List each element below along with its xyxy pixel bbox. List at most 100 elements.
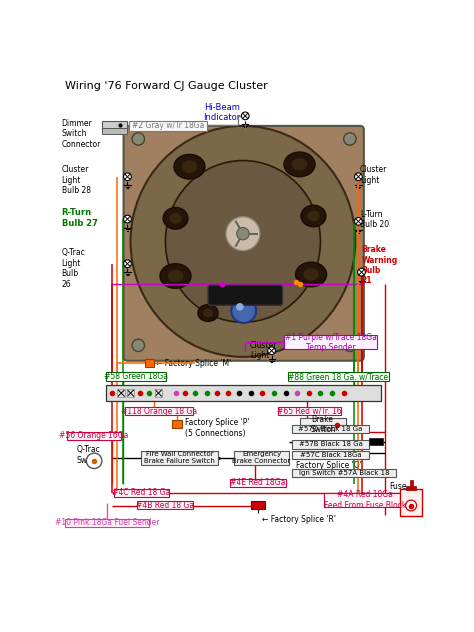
Bar: [284, 336, 377, 349]
Text: Brake
Warning
Bulb
21: Brake Warning Bulb 21: [362, 245, 398, 286]
Ellipse shape: [203, 309, 213, 317]
Circle shape: [132, 339, 145, 351]
Circle shape: [355, 173, 362, 181]
Bar: [234, 451, 290, 465]
Bar: [230, 478, 285, 487]
Bar: [278, 407, 341, 415]
Circle shape: [344, 133, 356, 145]
Bar: [145, 359, 154, 367]
FancyBboxPatch shape: [208, 285, 283, 305]
Ellipse shape: [292, 158, 307, 171]
Text: #2 Gray w/Tr 18Ga: #2 Gray w/Tr 18Ga: [132, 121, 204, 130]
Ellipse shape: [284, 152, 315, 177]
Bar: [137, 501, 192, 509]
Bar: [292, 468, 396, 477]
Bar: [118, 389, 125, 397]
Circle shape: [132, 133, 145, 145]
Circle shape: [237, 228, 249, 240]
Text: #57C Black 18Ga: #57C Black 18Ga: [300, 452, 361, 458]
Circle shape: [124, 173, 131, 181]
Bar: [127, 389, 135, 397]
Text: #58 Green 18Ga: #58 Green 18Ga: [104, 372, 168, 381]
Text: Cluster
Light
Bulb 28: Cluster Light Bulb 28: [62, 165, 91, 195]
Circle shape: [86, 453, 102, 468]
Bar: [292, 425, 369, 433]
Bar: [113, 489, 169, 497]
Text: Factory Splice 'P'
(5 Connections): Factory Splice 'P' (5 Connections): [185, 418, 249, 438]
Text: Brake
Switch: Brake Switch: [310, 415, 336, 434]
Bar: [292, 451, 369, 459]
Text: Emergency
Brake Connector: Emergency Brake Connector: [232, 451, 291, 465]
Text: #65 Red w/Tr. 16: #65 Red w/Tr. 16: [277, 406, 342, 416]
Bar: [106, 386, 381, 401]
Ellipse shape: [130, 126, 356, 357]
Circle shape: [124, 216, 131, 223]
Bar: [172, 420, 182, 428]
Text: #56 Orange 16Ga: #56 Orange 16Ga: [59, 431, 129, 441]
Circle shape: [124, 260, 131, 267]
Bar: [400, 489, 422, 516]
Text: Wiring '76 Forward CJ Gauge Cluster: Wiring '76 Forward CJ Gauge Cluster: [65, 82, 268, 91]
Text: #88 Green 18 Ga. w/Trace: #88 Green 18 Ga. w/Trace: [288, 372, 388, 381]
Ellipse shape: [307, 210, 319, 221]
Circle shape: [268, 347, 275, 355]
Bar: [125, 407, 193, 415]
Bar: [288, 372, 389, 380]
Bar: [141, 451, 218, 465]
Circle shape: [226, 217, 260, 251]
Text: Ign Switch #57A Black 18: Ign Switch #57A Black 18: [299, 470, 389, 476]
Text: #10 Pink 18Ga Fuel Sender: #10 Pink 18Ga Fuel Sender: [55, 518, 160, 527]
Text: Dimmer
Switch
Connector: Dimmer Switch Connector: [62, 119, 101, 149]
Text: Cluster
Light: Cluster Light: [250, 341, 277, 360]
Text: R-Turn
Bulb 27: R-Turn Bulb 27: [62, 209, 98, 228]
Text: #118 Orange 18 Ga: #118 Orange 18 Ga: [121, 406, 197, 416]
Circle shape: [231, 298, 256, 323]
Ellipse shape: [182, 161, 197, 173]
Circle shape: [236, 303, 244, 311]
Bar: [251, 501, 265, 509]
Text: #1 Purple w/Trace 18Ga
Temp Sender: #1 Purple w/Trace 18Ga Temp Sender: [284, 332, 376, 352]
Text: #4C Red 18 Ga: #4C Red 18 Ga: [112, 489, 171, 497]
Circle shape: [344, 339, 356, 351]
Text: #4E Red 18Ga: #4E Red 18Ga: [230, 478, 285, 487]
Ellipse shape: [165, 161, 320, 322]
Circle shape: [241, 112, 249, 119]
Text: #57B Black 18 Ga: #57B Black 18 Ga: [299, 441, 363, 447]
Text: L-Turn
Bulb 20: L-Turn Bulb 20: [360, 210, 389, 229]
Text: #4B Red 18 Ga: #4B Red 18 Ga: [136, 501, 194, 509]
Bar: [369, 438, 383, 446]
Ellipse shape: [296, 262, 327, 287]
Circle shape: [355, 217, 362, 225]
Ellipse shape: [303, 269, 319, 281]
Bar: [102, 121, 127, 133]
Ellipse shape: [174, 154, 205, 179]
Bar: [410, 480, 413, 488]
Bar: [65, 519, 149, 527]
Bar: [292, 440, 369, 449]
Bar: [406, 486, 416, 490]
FancyBboxPatch shape: [124, 126, 364, 361]
Text: ← Factory Splice 'M': ← Factory Splice 'M': [156, 359, 231, 368]
Text: Column Turn Signal Switch Connector: Column Turn Signal Switch Connector: [171, 388, 315, 397]
Text: Cluster
Light: Cluster Light: [360, 165, 387, 185]
Bar: [102, 128, 127, 135]
Circle shape: [357, 269, 365, 276]
Bar: [129, 121, 207, 131]
Bar: [300, 418, 346, 432]
Text: #4A Red 18Ga
Feed From Fuse Block: #4A Red 18Ga Feed From Fuse Block: [324, 490, 406, 510]
Bar: [324, 493, 406, 507]
Bar: [155, 389, 162, 397]
Ellipse shape: [169, 213, 182, 224]
Text: Hi-Beam
Indicator: Hi-Beam Indicator: [203, 103, 241, 122]
Text: Factory Splice 'Q': Factory Splice 'Q': [296, 461, 361, 470]
Ellipse shape: [198, 305, 218, 322]
Text: ← Factory Splice 'R': ← Factory Splice 'R': [262, 514, 336, 524]
Ellipse shape: [160, 264, 191, 288]
Ellipse shape: [168, 270, 183, 283]
Text: Q-Trac
Light
Bulb
26: Q-Trac Light Bulb 26: [62, 248, 85, 289]
Ellipse shape: [301, 205, 326, 227]
Bar: [67, 432, 121, 440]
Bar: [106, 372, 166, 380]
Text: #57D Black 18 Ga: #57D Black 18 Ga: [298, 426, 363, 432]
Text: Fuse: Fuse: [390, 482, 407, 492]
